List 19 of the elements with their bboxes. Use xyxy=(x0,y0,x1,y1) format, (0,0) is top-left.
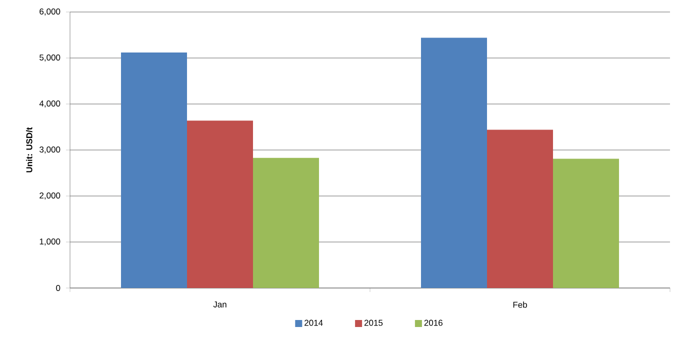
bar xyxy=(253,158,320,288)
bar xyxy=(487,130,554,288)
bar xyxy=(121,52,188,288)
y-axis-title: Unit: USD/t xyxy=(26,127,32,172)
y-tick-label: 0 xyxy=(56,284,60,292)
legend-label: 2016 xyxy=(424,320,442,326)
legend-label: 2015 xyxy=(364,320,383,326)
bar xyxy=(553,158,620,288)
y-tick-label: 6,000 xyxy=(40,8,60,16)
y-tick-label: 4,000 xyxy=(39,100,60,108)
bar xyxy=(421,38,488,288)
x-tick-label: Feb xyxy=(513,302,527,308)
bar xyxy=(187,120,254,288)
legend-label: 2014 xyxy=(304,320,323,326)
x-tick-label: Jan xyxy=(213,302,226,308)
y-tick-label: 5,000 xyxy=(40,54,60,62)
y-tick-label: 1,000 xyxy=(40,238,60,246)
y-tick-label: 2,000 xyxy=(40,192,60,200)
y-tick-label: 3,000 xyxy=(40,146,60,154)
